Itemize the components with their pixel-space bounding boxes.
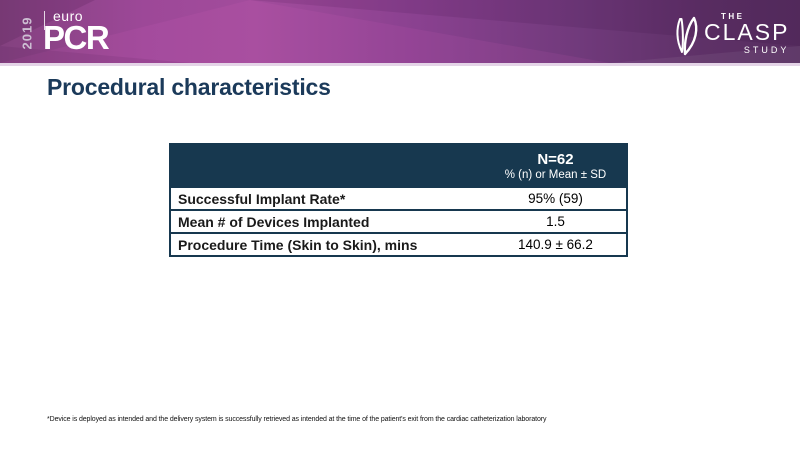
page-title: Procedural characteristics: [47, 74, 331, 100]
table-row: Mean # of Devices Implanted 1.5: [171, 209, 626, 232]
europcr-logo-pcr: PCR: [43, 19, 110, 56]
table-header-n: N=62: [537, 151, 574, 169]
table-header-value-cell: N=62 % (n) or Mean ± SD: [485, 145, 626, 186]
logo-divider: [44, 11, 45, 30]
row-label: Procedure Time (Skin to Skin), mins: [178, 236, 418, 253]
row-label: Successful Implant Rate*: [178, 190, 346, 207]
clasp-flower-icon: [672, 16, 700, 61]
clasp-study-label: STUDY: [743, 45, 790, 55]
clasp-name-label: CLASP: [704, 19, 790, 45]
header-banner: 2019 euro PCR THE CLASP STUDY: [0, 0, 800, 63]
europcr-logo-euro: euro: [53, 8, 84, 24]
clasp-the-label: THE: [721, 12, 745, 21]
year-label: 2019: [19, 16, 35, 50]
table-header-row: N=62 % (n) or Mean ± SD: [171, 145, 626, 186]
footnote: *Device is deployed as intended and the …: [47, 416, 547, 423]
table-header-unit: % (n) or Mean ± SD: [504, 168, 607, 181]
row-value: 95% (59): [528, 191, 583, 206]
row-value: 1.5: [546, 214, 565, 229]
banner-facet-pattern: [0, 0, 800, 63]
clasp-logo-text: THE CLASP STUDY: [704, 12, 789, 55]
row-value: 140.9 ± 66.2: [517, 237, 593, 252]
table-row: Procedure Time (Skin to Skin), mins 140.…: [171, 232, 626, 255]
table-row: Successful Implant Rate* 95% (59): [171, 186, 626, 209]
table-header-empty-cell: [171, 145, 485, 186]
clasp-study-logo: THE CLASP STUDY: [672, 12, 789, 61]
banner-accent-strip: [0, 63, 800, 66]
procedural-characteristics-table: N=62 % (n) or Mean ± SD Successful Impla…: [169, 143, 628, 257]
row-label: Mean # of Devices Implanted: [178, 213, 370, 230]
